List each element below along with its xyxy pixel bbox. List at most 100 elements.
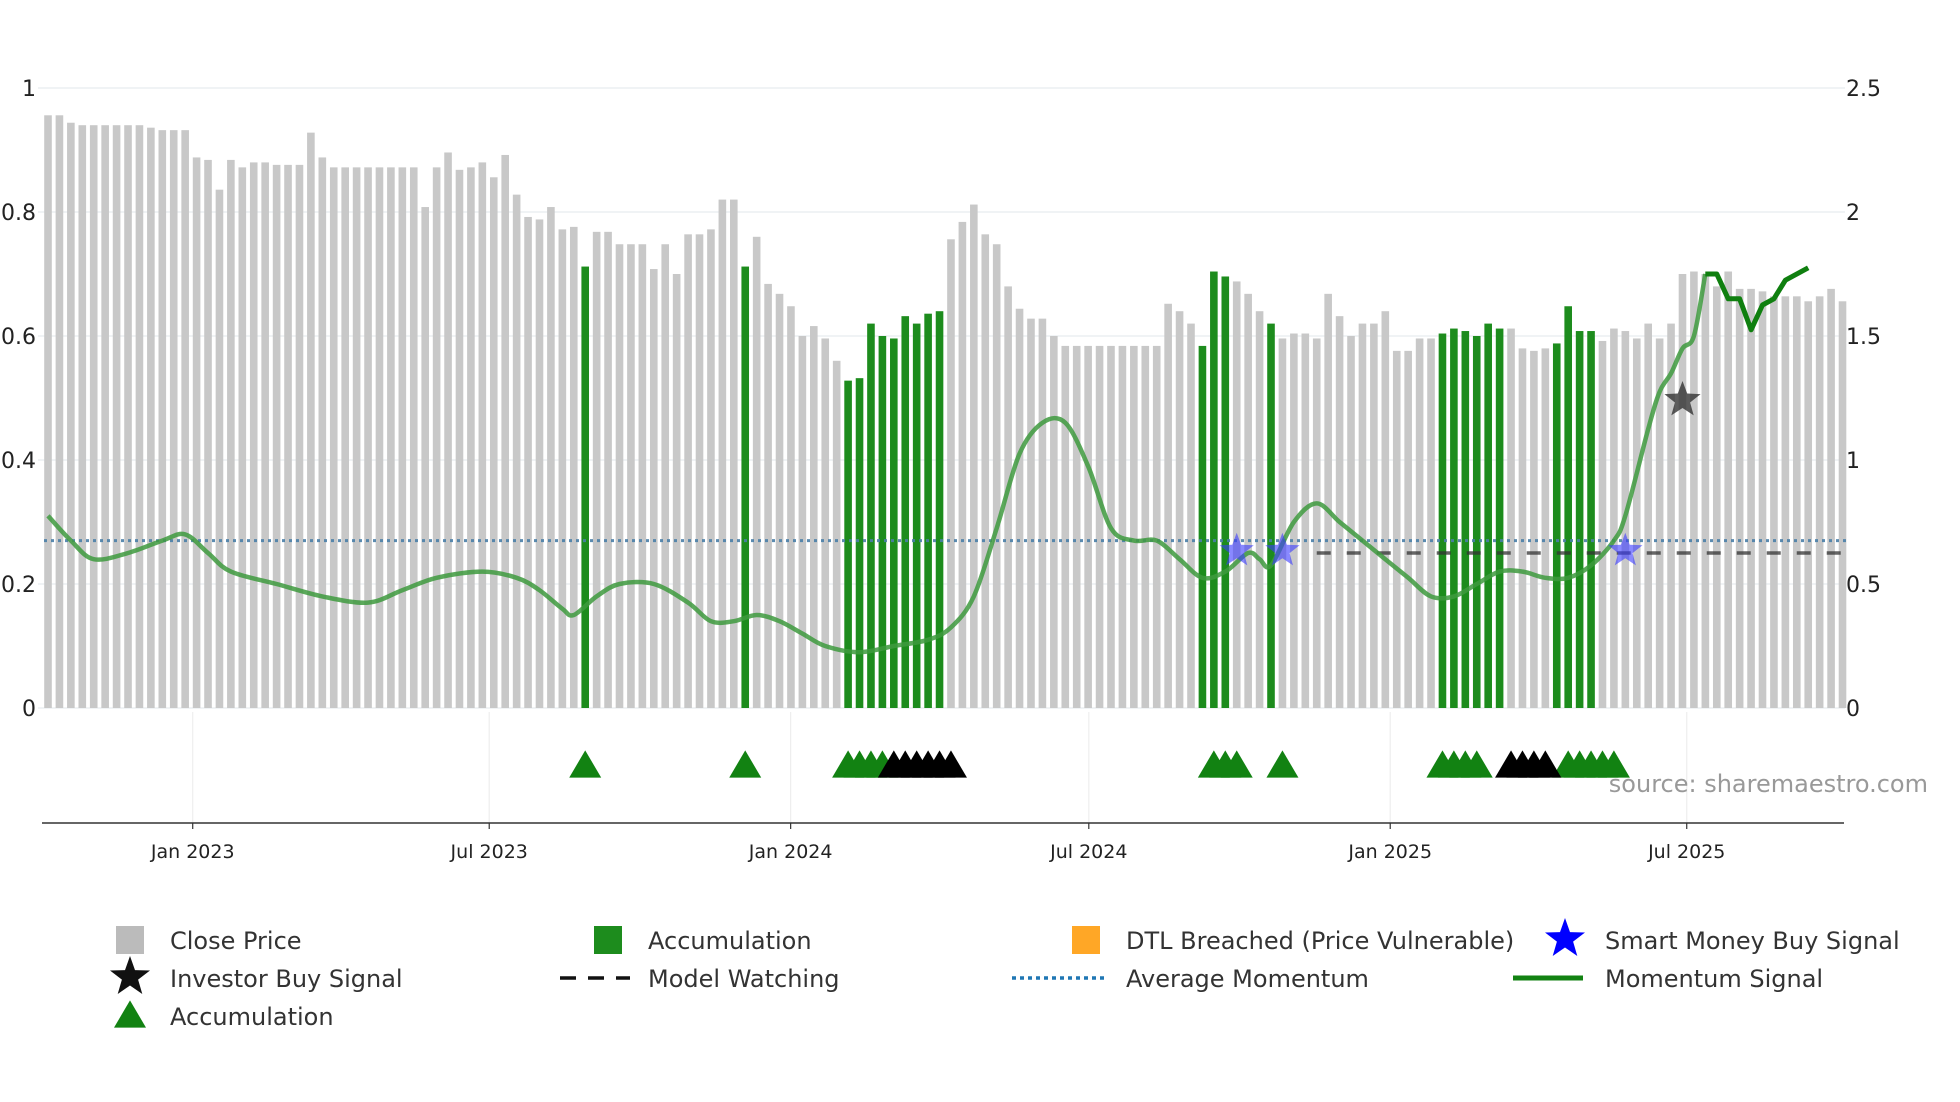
close-price-bar xyxy=(512,194,521,708)
close-price-bar xyxy=(1712,286,1721,708)
close-price-bar xyxy=(1301,333,1310,708)
close-price-bar xyxy=(649,269,658,708)
close-price-bar xyxy=(1541,348,1550,708)
close-price-bar xyxy=(569,226,578,708)
close-price-bar xyxy=(684,234,692,708)
close-price-bar xyxy=(832,360,841,708)
smart-money-star xyxy=(1265,532,1300,566)
close-price-bar xyxy=(1130,345,1138,708)
close-price-bar xyxy=(775,293,784,708)
close-price-bar xyxy=(661,244,670,709)
close-price-bar xyxy=(695,234,704,708)
right-tick-label: 2 xyxy=(1846,201,1860,226)
close-price-bar xyxy=(787,306,795,708)
close-price-bar xyxy=(615,244,624,709)
legend: Close Price Accumulation DTL Breached (Pri… xyxy=(110,918,1900,1031)
accumulation-bar xyxy=(844,380,852,708)
close-price-bar xyxy=(1655,338,1664,708)
close-price-bar xyxy=(112,125,121,708)
close-price-bar xyxy=(1084,345,1092,708)
close-price-bar xyxy=(1747,288,1755,708)
close-price-bar xyxy=(718,199,727,708)
close-price-bar xyxy=(44,115,52,708)
accumulation-bar xyxy=(1210,271,1218,708)
close-price-bar xyxy=(1244,293,1252,708)
close-price-bar xyxy=(1781,296,1790,708)
close-price-bar xyxy=(89,125,98,708)
close-price-bar xyxy=(547,207,555,709)
close-price-bar xyxy=(1050,336,1058,708)
accumulation-triangle xyxy=(1597,750,1630,778)
left-tick-label: 0.8 xyxy=(1,201,36,226)
close-price-bar xyxy=(1175,311,1184,708)
close-price-bar xyxy=(135,125,144,708)
close-price-bar xyxy=(352,167,361,709)
right-tick-label: 0.5 xyxy=(1846,573,1881,598)
close-price-bar xyxy=(1518,348,1527,708)
close-price-bar xyxy=(101,125,109,708)
smart-money-star xyxy=(1608,532,1643,566)
close-price-bar xyxy=(1141,345,1150,708)
close-price-bar xyxy=(764,283,772,708)
close-price-bar xyxy=(1038,318,1047,708)
accumulation-bar xyxy=(935,311,944,708)
legend-star-icon xyxy=(1545,918,1585,956)
axes: Jan 2023 Jul 2023 Jan 2024 Jul 2024 Jan 2025… xyxy=(1,77,1881,863)
accumulation-bar xyxy=(1221,276,1230,708)
close-price-bar xyxy=(1392,350,1401,708)
x-tick-label: Jul 2025 xyxy=(1647,841,1725,863)
accumulation-bar xyxy=(1267,323,1275,708)
close-price-bar xyxy=(478,162,487,708)
close-price-bar xyxy=(249,162,258,708)
close-price-bar xyxy=(1381,311,1390,708)
close-price-bar xyxy=(124,125,132,708)
close-price-bar xyxy=(1610,328,1618,708)
accumulation-triangle xyxy=(1220,750,1253,778)
accumulation-triangle xyxy=(934,750,967,778)
close-price-bar xyxy=(1187,323,1195,708)
close-price-bar xyxy=(638,244,647,709)
close-price-bar xyxy=(67,122,75,709)
close-price-bar xyxy=(947,239,955,708)
legend-label: Average Momentum xyxy=(1126,965,1369,993)
left-tick-label: 0.2 xyxy=(1,573,36,598)
legend-label: Model Watching xyxy=(648,965,840,993)
close-price-bar xyxy=(535,219,544,708)
legend-item: Model Watching xyxy=(560,965,840,993)
legend-triangle-icon xyxy=(114,1000,146,1028)
close-price-bar xyxy=(1312,338,1321,708)
momentum-lines xyxy=(44,265,1847,655)
close-price-bar xyxy=(1690,271,1698,708)
close-price-bar xyxy=(444,152,452,709)
close-price-bar xyxy=(1072,345,1081,708)
investor-buy-star xyxy=(1664,381,1701,416)
close-price-bar xyxy=(78,125,87,708)
close-price-bar xyxy=(970,204,978,708)
close-price-bar xyxy=(204,159,212,709)
accumulation-bar xyxy=(1461,331,1470,708)
close-price-bar xyxy=(1804,301,1813,708)
legend-label: DTL Breached (Price Vulnerable) xyxy=(1126,927,1514,955)
accumulation-triangle xyxy=(569,750,602,778)
close-price-bar xyxy=(467,167,475,709)
close-price-bar xyxy=(158,130,167,708)
close-price-bar xyxy=(1735,288,1744,708)
close-price-bar xyxy=(192,157,201,708)
close-price-bar xyxy=(375,167,384,709)
close-price-bar xyxy=(501,154,509,708)
close-price-bar xyxy=(1027,318,1035,708)
right-tick-label: 1.5 xyxy=(1846,325,1881,350)
legend-item: Close Price xyxy=(116,926,302,955)
accumulation-bar xyxy=(1472,336,1481,708)
close-price-bar xyxy=(238,167,247,709)
close-price-bar xyxy=(672,274,681,708)
close-price-bar xyxy=(1278,338,1287,708)
smart-money-star xyxy=(1219,532,1254,566)
accumulation-bar xyxy=(867,323,875,708)
accumulation-bar xyxy=(1450,328,1458,708)
close-price-bar xyxy=(1164,303,1172,708)
close-price-bar xyxy=(1370,323,1378,708)
close-price-bar xyxy=(1118,345,1127,708)
accumulation-bar xyxy=(1495,328,1504,708)
close-price-bar xyxy=(604,231,612,708)
